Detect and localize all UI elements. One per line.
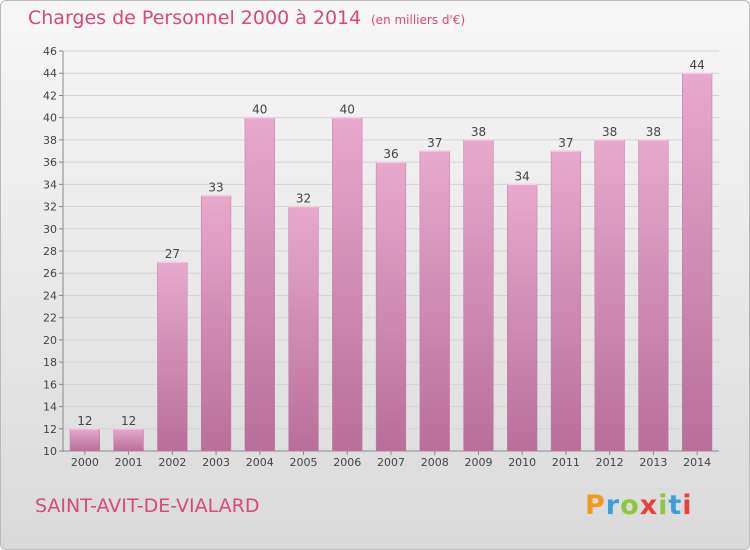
x-tick-label: 2014 [683,456,711,469]
value-label: 37 [427,136,442,150]
y-tick-label: 42 [43,89,57,102]
y-tick-label: 44 [43,67,57,80]
bar [244,117,275,452]
logo-letter: i [658,490,669,521]
bar [375,161,407,452]
value-label: 27 [165,247,180,261]
y-tick-label: 20 [43,334,57,347]
x-tick-label: 2001 [115,456,143,469]
y-tick-label: 12 [43,423,57,436]
value-label: 12 [121,414,136,428]
logo-letter: r [605,490,621,521]
value-label: 44 [689,58,704,72]
x-tick-label: 2000 [71,456,99,469]
bar [638,139,669,452]
value-label: 38 [646,125,661,139]
logo-letter: i [682,490,693,521]
y-tick-label: 38 [43,134,57,147]
logo-letter: t [668,490,683,521]
value-label: 37 [558,136,573,150]
bar [157,261,188,452]
y-tick-label: 34 [43,178,57,191]
y-tick-label: 40 [43,112,57,125]
x-tick-label: 2010 [508,456,536,469]
bar [463,139,494,452]
logo-letter: o [620,490,640,521]
value-label: 40 [340,103,355,117]
x-tick-label: 2006 [333,456,361,469]
y-tick-label: 46 [43,45,57,58]
x-tick-label: 2002 [158,456,186,469]
bar [69,428,100,452]
x-tick-label: 2011 [552,456,580,469]
y-tick-label: 24 [43,289,57,302]
commune-name: SAINT-AVIT-DE-VIALARD [35,495,260,517]
bar [288,206,319,452]
y-tick-label: 26 [43,267,57,280]
bar [594,139,625,452]
value-label: 33 [208,180,223,194]
y-tick-label: 22 [43,312,57,325]
x-tick-label: 2008 [421,456,449,469]
y-tick-label: 28 [43,245,57,258]
x-tick-label: 2004 [246,456,274,469]
value-label: 38 [602,125,617,139]
y-tick-label: 18 [43,356,57,369]
labels: 10 12 14 16 18 20 22 24 26 28 30 32 34 36 38 40 42 44 46 12… [43,45,711,469]
x-tick-label: 2007 [377,456,405,469]
bar [332,117,363,452]
y-tick-label: 32 [43,201,57,214]
x-tick-label: 2009 [464,456,492,469]
chart-subtitle: (en milliers d'€) [371,13,466,27]
x-tick-label: 2005 [290,456,318,469]
y-tick-label: 36 [43,156,57,169]
logo-letter: P [585,490,606,521]
bar [550,150,582,452]
bar [682,72,713,452]
y-tick-label: 16 [43,378,57,391]
y-tick-label: 14 [43,401,57,414]
y-tick-label: 10 [43,445,57,458]
x-tick-label: 2012 [596,456,624,469]
x-tick-label: 2003 [202,456,230,469]
bar [113,428,144,452]
x-tick-label: 2013 [639,456,667,469]
bar [200,195,232,452]
bar [419,150,450,452]
value-label: 34 [515,169,530,183]
value-label: 38 [471,125,486,139]
bar [507,184,538,452]
value-label: 36 [383,147,398,161]
value-label: 12 [77,414,92,428]
value-label: 40 [252,103,267,117]
chart-title: Charges de Personnel 2000 à 2014 [28,7,362,29]
bars [69,72,713,452]
y-tick-label: 30 [43,223,57,236]
value-label: 32 [296,192,311,206]
logo-letter: x [639,490,659,521]
proxiti-logo[interactable]: Proxiti [585,490,693,521]
